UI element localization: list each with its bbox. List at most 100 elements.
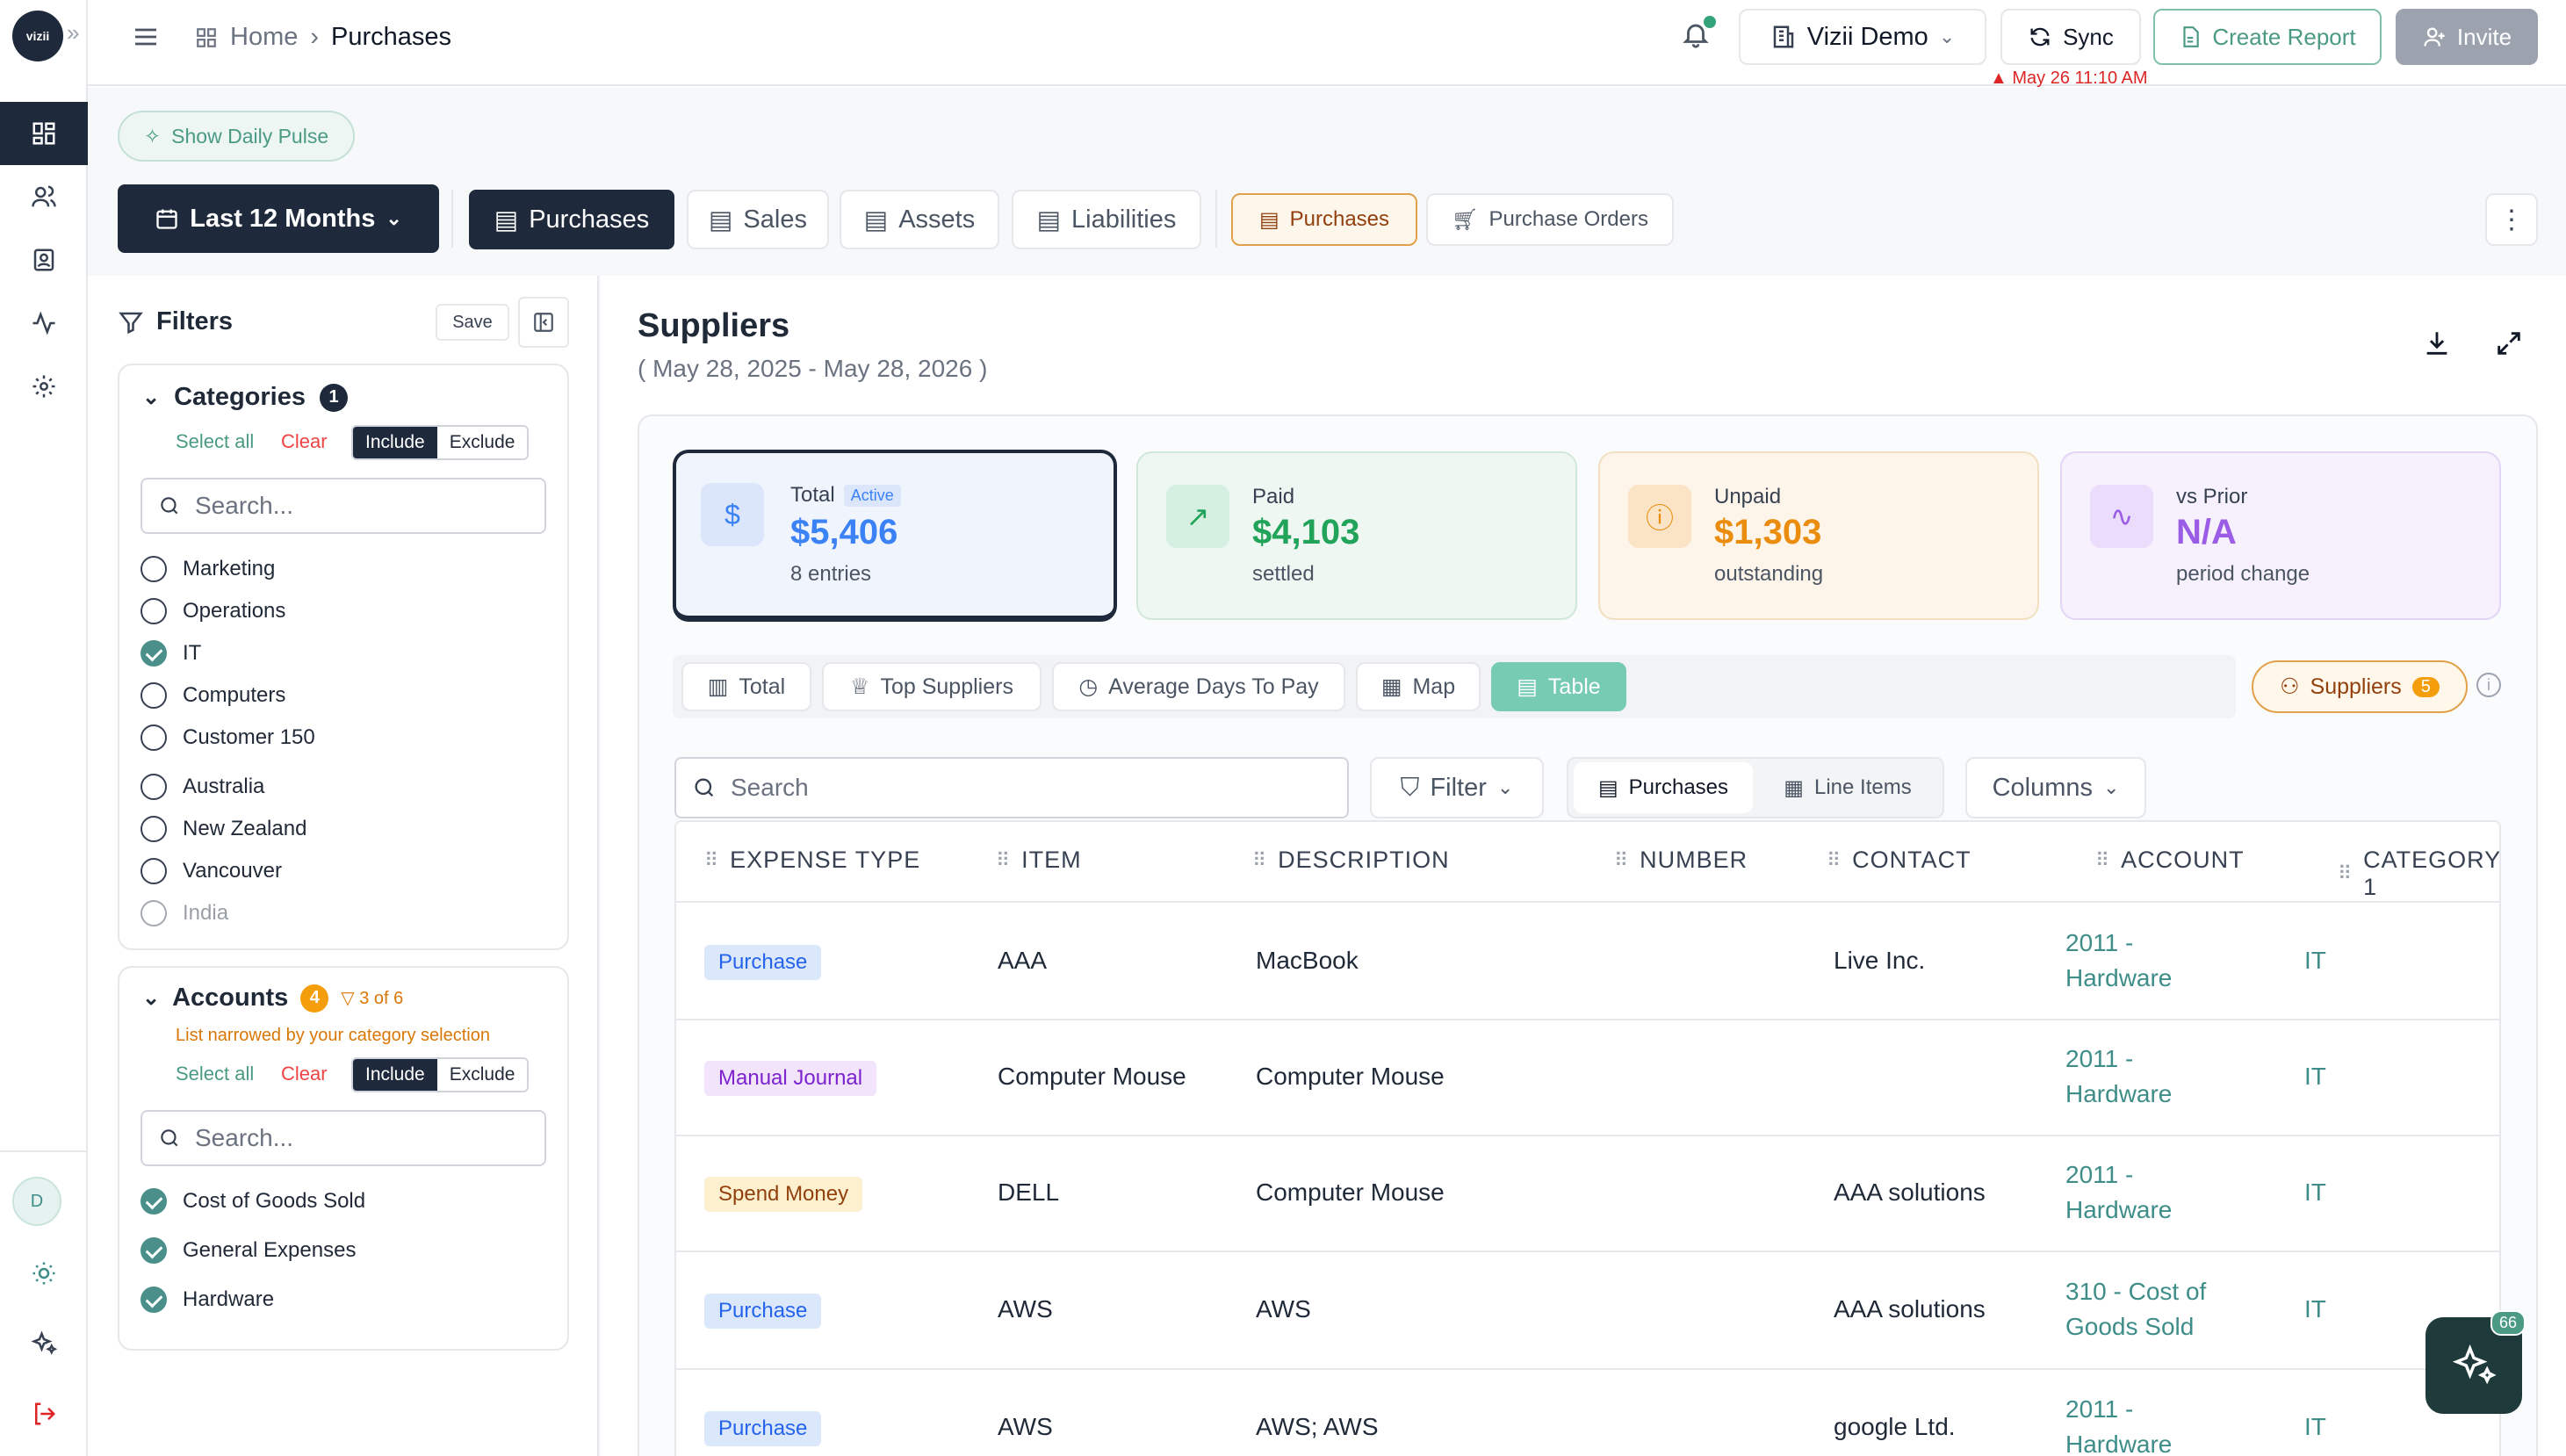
org-switcher-dropdown[interactable]: Vizii Demo ⌄ bbox=[1739, 9, 1986, 65]
kpi-card-paid[interactable]: ↗ Paid $4,103 settled bbox=[1136, 451, 1577, 620]
include-option[interactable]: Include bbox=[353, 427, 437, 458]
account-cell[interactable]: 310 - Cost of Goods Sold bbox=[2065, 1274, 2206, 1344]
activity-icon[interactable] bbox=[0, 292, 88, 355]
table-search-input[interactable]: Search bbox=[674, 757, 1349, 818]
include-option[interactable]: Include bbox=[353, 1059, 437, 1091]
filter-dropdown[interactable]: ⛉ Filter ⌄ bbox=[1370, 757, 1544, 818]
suppliers-filter-chip[interactable]: ⚇ Suppliers 5 bbox=[2252, 660, 2468, 713]
sync-button[interactable]: Sync bbox=[2000, 9, 2141, 65]
toggle-line-items[interactable]: ▦ Line Items bbox=[1758, 762, 1937, 813]
kpi-card-total[interactable]: $ Total Active $5,406 8 entries bbox=[673, 450, 1117, 622]
checkbox[interactable] bbox=[141, 900, 167, 926]
view-total[interactable]: ▥ Total bbox=[681, 662, 811, 711]
table-row[interactable]: Purchase AWS AWS; AWS google Ltd. 2011 - Hard… bbox=[676, 1370, 2499, 1456]
checkbox[interactable] bbox=[141, 682, 167, 709]
view-map[interactable]: ▦ Map bbox=[1356, 662, 1481, 711]
more-options-icon[interactable]: ⋮ bbox=[2485, 193, 2538, 246]
column-header[interactable]: ⠿ CONTACT bbox=[1827, 847, 1971, 874]
checkbox[interactable] bbox=[141, 1237, 167, 1264]
info-icon[interactable]: i bbox=[2476, 673, 2501, 697]
table-row[interactable]: Purchase AWS AWS AAA solutions 310 - Cost of… bbox=[676, 1252, 2499, 1370]
tab-purchases[interactable]: ▤ Purchases bbox=[469, 190, 674, 249]
accounts-option[interactable]: Cost of Goods Sold bbox=[141, 1180, 365, 1222]
breadcrumb-home[interactable]: Home bbox=[230, 23, 299, 51]
drag-handle-icon[interactable]: ⠿ bbox=[1614, 848, 1630, 871]
users-icon[interactable] bbox=[0, 165, 88, 228]
checkbox[interactable] bbox=[141, 858, 167, 884]
download-icon[interactable] bbox=[2422, 328, 2452, 363]
accounts-include-exclude-toggle[interactable]: Include Exclude bbox=[351, 1057, 530, 1092]
categories-option[interactable]: Operations bbox=[141, 590, 285, 632]
view-top-suppliers[interactable]: ♕ Top Suppliers bbox=[822, 662, 1042, 711]
column-header[interactable]: ⠿ DESCRIPTION bbox=[1252, 847, 1450, 874]
checkbox[interactable] bbox=[141, 598, 167, 624]
tab-sales[interactable]: ▤ Sales bbox=[687, 190, 829, 249]
logout-icon[interactable] bbox=[0, 1382, 88, 1445]
subtab-purchases[interactable]: ▤ Purchases bbox=[1231, 193, 1417, 246]
sparkles-icon[interactable] bbox=[0, 1312, 88, 1375]
category-cell[interactable]: IT bbox=[2304, 1295, 2326, 1323]
checkbox[interactable] bbox=[141, 1188, 167, 1215]
drag-handle-icon[interactable]: ⠿ bbox=[2095, 848, 2111, 871]
create-report-button[interactable]: Create Report bbox=[2153, 9, 2382, 65]
accounts-header[interactable]: ⌄ Accounts 4 ▽ 3 of 6 bbox=[142, 984, 403, 1013]
show-daily-pulse-button[interactable]: ✧ Show Daily Pulse bbox=[118, 111, 355, 162]
expand-fullscreen-icon[interactable] bbox=[2494, 328, 2524, 363]
categories-option[interactable]: Australia bbox=[141, 766, 264, 808]
drag-handle-icon[interactable]: ⠿ bbox=[1252, 848, 1268, 871]
column-header[interactable]: ⠿ EXPENSE TYPE bbox=[704, 847, 920, 874]
tab-assets[interactable]: ▤ Assets bbox=[840, 190, 999, 249]
drag-handle-icon[interactable]: ⠿ bbox=[2338, 862, 2353, 884]
categories-option[interactable]: Customer 150 bbox=[141, 717, 315, 759]
account-cell[interactable]: 2011 - Hardware bbox=[2065, 1392, 2172, 1456]
checkbox[interactable] bbox=[141, 640, 167, 667]
view-table[interactable]: ▤ Table bbox=[1491, 662, 1626, 711]
checkbox[interactable] bbox=[141, 1287, 167, 1313]
expand-rail-icon[interactable]: » bbox=[67, 19, 80, 46]
drag-handle-icon[interactable]: ⠿ bbox=[1827, 848, 1842, 871]
exclude-option[interactable]: Exclude bbox=[449, 1064, 515, 1085]
settings-gear-icon[interactable] bbox=[0, 355, 88, 418]
categories-option[interactable]: Vancouver bbox=[141, 850, 282, 892]
tab-liabilities[interactable]: ▤ Liabilities bbox=[1012, 190, 1201, 249]
drag-handle-icon[interactable]: ⠿ bbox=[704, 848, 720, 871]
account-cell[interactable]: 2011 - Hardware bbox=[2065, 926, 2172, 996]
categories-search-input[interactable]: Search... bbox=[141, 478, 546, 534]
categories-option[interactable]: India bbox=[141, 892, 228, 934]
account-cell[interactable]: 2011 - Hardware bbox=[2065, 1042, 2172, 1112]
kpi-card-vs-prior[interactable]: ∿ vs Prior N/A period change bbox=[2060, 451, 2501, 620]
categories-clear[interactable]: Clear bbox=[281, 430, 328, 452]
dashboard-icon[interactable] bbox=[0, 102, 88, 165]
table-row[interactable]: Spend Money DELL Computer Mouse AAA solutio… bbox=[676, 1136, 2499, 1252]
category-cell[interactable]: IT bbox=[2304, 947, 2326, 975]
account-cell[interactable]: 2011 - Hardware bbox=[2065, 1157, 2172, 1228]
categories-header[interactable]: ⌄ Categories 1 bbox=[142, 383, 348, 412]
accounts-select-all[interactable]: Select all bbox=[176, 1063, 255, 1085]
category-cell[interactable]: IT bbox=[2304, 1413, 2326, 1441]
categories-include-exclude-toggle[interactable]: Include Exclude bbox=[351, 425, 530, 460]
checkbox[interactable] bbox=[141, 816, 167, 842]
ai-assistant-button[interactable]: 66 bbox=[2425, 1310, 2526, 1414]
vizii-logo[interactable]: vizii bbox=[12, 11, 63, 61]
columns-dropdown[interactable]: Columns ⌄ bbox=[1965, 757, 2146, 818]
accounts-option[interactable]: General Expenses bbox=[141, 1229, 356, 1272]
table-row[interactable]: Manual Journal Computer Mouse Computer Mou… bbox=[676, 1020, 2499, 1136]
column-header[interactable]: ⠿ CATEGORY 1 bbox=[2338, 847, 2499, 901]
categories-option[interactable]: New Zealand bbox=[141, 808, 306, 850]
toggle-purchases[interactable]: ▤ Purchases bbox=[1574, 762, 1753, 813]
column-header[interactable]: ⠿ ITEM bbox=[996, 847, 1082, 874]
categories-option[interactable]: IT bbox=[141, 632, 201, 674]
column-header[interactable]: ⠿ ACCOUNT bbox=[2095, 847, 2245, 874]
category-cell[interactable]: IT bbox=[2304, 1178, 2326, 1207]
checkbox[interactable] bbox=[141, 774, 167, 800]
contacts-icon[interactable] bbox=[0, 228, 88, 292]
theme-sun-icon[interactable] bbox=[0, 1242, 88, 1305]
invite-button[interactable]: Invite bbox=[2396, 9, 2538, 65]
menu-hamburger-icon[interactable] bbox=[132, 23, 160, 55]
view-average-days[interactable]: ◷ Average Days To Pay bbox=[1052, 662, 1345, 711]
avatar[interactable]: D bbox=[12, 1177, 61, 1226]
table-row[interactable]: Purchase AAA MacBook Live Inc. 2011 - Hardwar… bbox=[676, 905, 2499, 1020]
column-header[interactable]: ⠿ NUMBER bbox=[1614, 847, 1748, 874]
checkbox[interactable] bbox=[141, 724, 167, 751]
period-dropdown[interactable]: Last 12 Months ⌄ bbox=[118, 184, 439, 253]
